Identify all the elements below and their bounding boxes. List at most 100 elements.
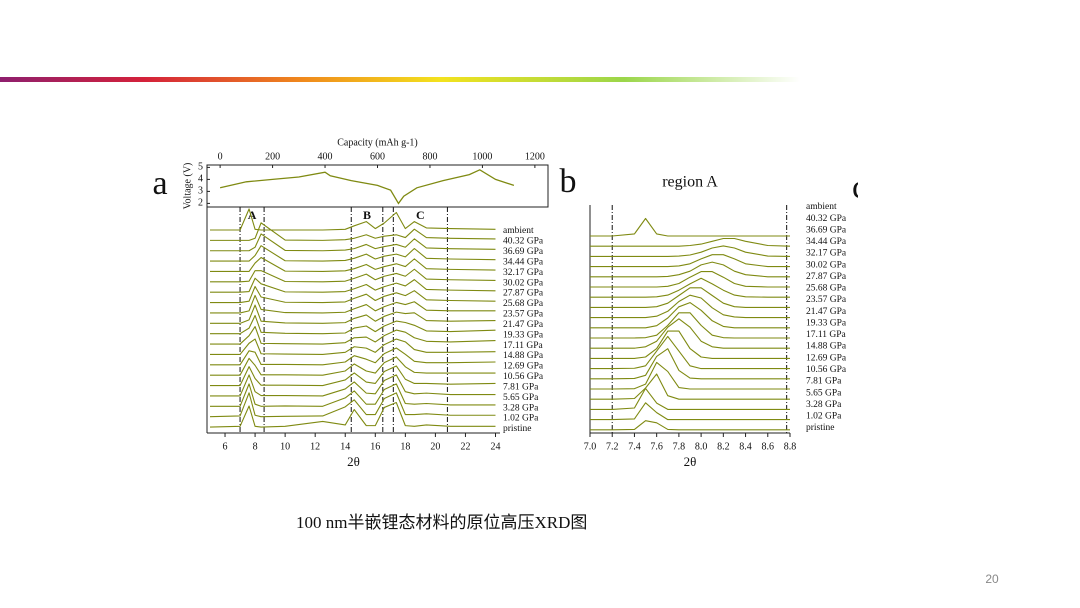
series-label: 7.81 GPa	[503, 382, 539, 392]
pattern-curve	[210, 285, 496, 304]
y-tick-label: 3	[198, 186, 203, 197]
series-label: 21.47 GPa	[503, 320, 544, 330]
x-tick-label: 7.0	[584, 441, 597, 452]
caption: 100 nm半嵌锂态材料的原位高压XRD图	[296, 513, 587, 532]
series-label: 32.17 GPa	[503, 268, 544, 278]
x-tick-label: 0	[218, 151, 223, 162]
panel-label: c	[852, 169, 867, 206]
x-tick-label: 7.4	[628, 441, 641, 452]
pattern-curve	[210, 338, 496, 355]
pattern-curve	[590, 302, 790, 329]
pattern-curve	[590, 361, 790, 390]
pattern-curve	[210, 304, 496, 324]
pattern-curve	[210, 208, 496, 231]
series-label: 19.33 GPa	[503, 330, 544, 340]
series-label: 27.87 GPa	[806, 272, 847, 282]
series-label: 23.57 GPa	[806, 295, 847, 305]
y-tick-label: 5	[198, 162, 203, 173]
pattern-curve	[590, 402, 790, 421]
x-tick-label: 14	[340, 441, 350, 452]
pattern-curve	[590, 217, 790, 237]
x-tick-label: 8.8	[784, 441, 797, 452]
pattern-curve	[590, 254, 790, 268]
series-label: 23.57 GPa	[503, 310, 544, 320]
x-tick-label: 8	[253, 441, 258, 452]
series-label: 1.02 GPa	[503, 414, 539, 424]
pattern-curve	[210, 245, 496, 262]
pattern-curve	[590, 330, 790, 359]
pattern-curve	[210, 365, 496, 387]
pattern-curve	[210, 383, 496, 407]
pattern-curve	[210, 347, 496, 366]
x-tick-label: 16	[370, 441, 380, 452]
pattern-curve	[210, 233, 496, 252]
x-tick-label: 7.2	[606, 441, 619, 452]
series-label: 32.17 GPa	[806, 249, 847, 259]
series-label: 34.44 GPa	[503, 257, 544, 267]
pattern-curve	[590, 245, 791, 257]
y-axis-title: Voltage (V)	[182, 163, 193, 210]
series-label: 3.28 GPa	[806, 400, 842, 410]
series-label: 30.02 GPa	[806, 260, 847, 270]
series-label: 14.88 GPa	[806, 342, 847, 352]
x-tick-label: 8.2	[717, 441, 730, 452]
pattern-curve	[210, 268, 496, 283]
x-tick-label: 7.8	[673, 441, 686, 452]
series-label: 36.69 GPa	[806, 225, 847, 235]
voltage-curve	[219, 169, 515, 205]
x-tick-label: 12	[310, 441, 320, 452]
x-tick-label: 1000	[472, 151, 492, 162]
x-tick-label: 800	[422, 151, 437, 162]
pattern-curve	[210, 356, 496, 376]
x-axis-title: 2θ	[347, 454, 360, 469]
region-label: C	[416, 208, 425, 222]
series-label: 25.68 GPa	[503, 299, 544, 309]
pattern-curve	[210, 326, 496, 345]
pattern-curve	[590, 420, 790, 431]
series-label: 34.44 GPa	[806, 237, 847, 247]
region-label: A	[248, 208, 257, 222]
panel-label: b	[560, 163, 577, 200]
pattern-curve	[590, 318, 790, 349]
series-label: ambient	[503, 226, 534, 236]
pattern-curve	[210, 277, 496, 293]
x-tick-label: 8.6	[762, 441, 775, 452]
pattern-curve	[590, 294, 790, 319]
series-label: 27.87 GPa	[503, 289, 544, 299]
x-tick-label: 1200	[525, 151, 545, 162]
pattern-curve	[210, 374, 496, 397]
x-tick-label: 200	[265, 151, 280, 162]
series-label: pristine	[806, 423, 835, 433]
series-label: 12.69 GPa	[806, 353, 847, 363]
pattern-curve	[210, 222, 496, 241]
y-tick-label: 4	[198, 174, 203, 185]
x-tick-label: 18	[400, 441, 410, 452]
x-tick-label: 7.6	[650, 441, 663, 452]
pattern-curve	[209, 392, 496, 418]
pattern-curve	[590, 261, 790, 278]
pattern-curve	[590, 312, 790, 339]
series-label: 17.11 GPa	[503, 341, 544, 351]
pattern-curve	[590, 387, 790, 410]
series-label: pristine	[503, 424, 532, 434]
x-axis-title: Capacity (mAh g-1)	[337, 137, 418, 148]
pattern-curve	[209, 401, 496, 428]
x-tick-label: 8.0	[695, 441, 708, 452]
series-label: 10.56 GPa	[806, 365, 847, 375]
series-label: 40.32 GPa	[806, 214, 847, 224]
panel-label: a	[152, 165, 167, 202]
series-label: 21.47 GPa	[806, 307, 847, 317]
x-tick-label: 24	[490, 441, 500, 452]
x-tick-label: 20	[430, 441, 440, 452]
series-label: 19.33 GPa	[806, 318, 847, 328]
pattern-curve	[590, 335, 790, 370]
pattern-curve	[590, 237, 791, 247]
pattern-curve	[590, 287, 790, 308]
x-tick-label: 6	[223, 441, 228, 452]
series-label: 14.88 GPa	[503, 351, 544, 361]
series-label: 40.32 GPa	[503, 237, 544, 247]
series-label: 30.02 GPa	[503, 278, 544, 288]
series-label: 5.65 GPa	[806, 388, 842, 398]
